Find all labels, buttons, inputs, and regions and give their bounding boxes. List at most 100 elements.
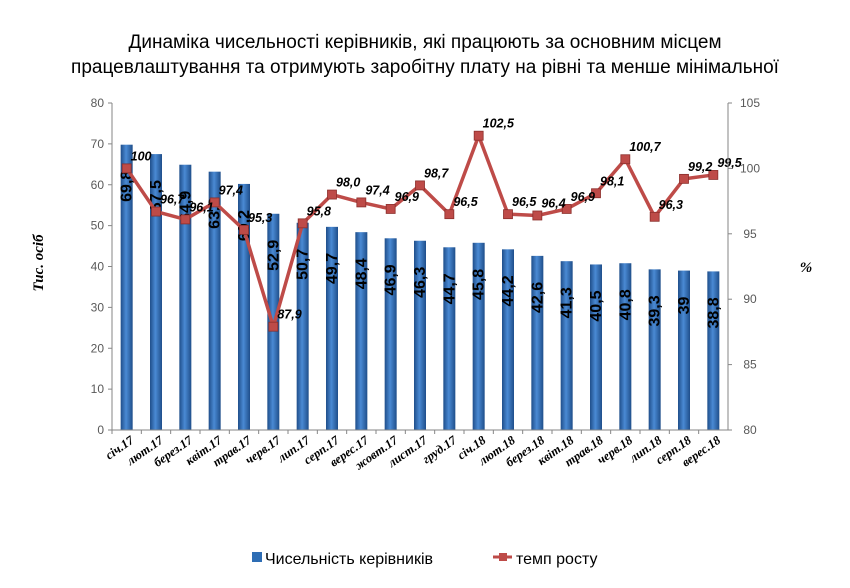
rate-marker — [620, 154, 631, 165]
rate-marker — [679, 173, 689, 184]
rate-marker — [151, 206, 161, 217]
rate-marker — [239, 224, 249, 235]
rate-value-label: 95,3 — [248, 211, 272, 225]
bar-value-label: 49,7 — [324, 253, 341, 284]
rate-value-label: 97,4 — [219, 183, 243, 197]
bar — [443, 247, 456, 430]
rate-marker — [444, 209, 455, 220]
rate-value-label: 100,7 — [629, 140, 661, 154]
rate-marker — [649, 211, 660, 222]
y-axis-label: Тис. осіб — [31, 234, 47, 292]
bar-value-label: 42,6 — [529, 282, 546, 313]
rate-marker — [503, 209, 513, 220]
y-tick-label: 70 — [91, 137, 105, 151]
rate-value-label: 96,5 — [453, 195, 478, 209]
rate-marker — [356, 197, 367, 208]
legend-bar-swatch — [252, 552, 262, 562]
rate-value-label: 97,4 — [365, 183, 389, 197]
legend-line-marker — [499, 553, 507, 561]
chart-title-line-1: Динаміка чисельності керівників, які пра… — [128, 32, 721, 53]
y-tick-label: 50 — [91, 219, 105, 233]
rate-marker — [209, 197, 220, 208]
bar — [590, 264, 602, 430]
bar — [707, 271, 720, 430]
bar — [355, 232, 368, 430]
y2-axis-label: % — [800, 260, 813, 276]
bar-value-label: 40,8 — [617, 289, 634, 320]
bar — [648, 269, 661, 430]
y2-tick-label: 85 — [743, 358, 757, 372]
bar — [296, 222, 309, 430]
bar — [472, 242, 485, 430]
y2-tick-label: 95 — [743, 227, 757, 241]
rate-value-label: 99,5 — [717, 156, 742, 170]
rate-marker — [561, 204, 572, 214]
bar — [619, 263, 632, 430]
rate-value-label: 96,4 — [541, 196, 565, 210]
line-series — [121, 130, 719, 332]
bar-value-label: 48,4 — [353, 258, 370, 289]
bar — [326, 226, 338, 430]
bar-value-label: 46,3 — [412, 267, 429, 298]
y2-tick-label: 105 — [740, 96, 760, 110]
bar — [560, 261, 573, 430]
rate-marker — [268, 321, 279, 332]
rate-value-label: 96,9 — [571, 190, 595, 204]
rate-value-label: 87,9 — [277, 308, 301, 322]
bar — [120, 144, 133, 430]
bar-value-label: 45,8 — [471, 269, 488, 300]
axes: 0 10 20 30 40 50 60 70 80 80 85 90 95 100 105 — [91, 96, 761, 437]
legend-line-label: темп росту — [516, 551, 597, 568]
bar — [150, 154, 162, 430]
rate-value-label: 100 — [131, 149, 152, 163]
y-tick-label: 60 — [91, 178, 105, 192]
y-tick-label: 10 — [91, 382, 105, 396]
rate-marker — [708, 170, 719, 180]
chart-title-line-2: працевлаштування та отримують заробітну … — [71, 57, 780, 78]
rate-value-label: 95,8 — [307, 204, 331, 218]
rate-value-label: 96,1 — [189, 200, 213, 214]
bar-value-label: 39 — [676, 296, 693, 314]
rate-value-label: 102,5 — [483, 117, 515, 131]
rate-value-label: 98,7 — [424, 166, 449, 180]
bar — [414, 240, 426, 430]
bar-value-label: 38,8 — [705, 297, 722, 328]
bar — [208, 171, 221, 431]
rate-marker — [297, 218, 308, 229]
bar — [502, 249, 514, 430]
rate-labels: 100 96,7 96,1 97,4 95,3 87,9 95,8 98,0 97,4 96,9 9… — [131, 117, 743, 322]
rate-marker — [415, 180, 425, 191]
y-tick-label: 30 — [91, 300, 105, 314]
bar-value-label: 39,3 — [647, 295, 664, 326]
y-tick-label: 0 — [97, 423, 104, 437]
y2-tick-label: 90 — [743, 292, 757, 306]
legend-bar-label: Чисельність керівників — [265, 551, 433, 568]
bar-value-label: 44,2 — [500, 275, 517, 306]
x-axis-ticks: січ.17лют.17берез.17квіт.17трав.17черв.1… — [103, 433, 724, 473]
bar-value-label: 64,9 — [177, 191, 194, 222]
legend: Чисельність керівників темп росту — [252, 551, 597, 568]
bar-value-label: 52,9 — [265, 240, 282, 271]
bar-value-label: 41,3 — [559, 287, 576, 318]
rate-marker — [121, 163, 132, 174]
y2-tick-label: 100 — [740, 161, 760, 175]
y2-tick-label: 80 — [743, 423, 757, 437]
y-tick-label: 80 — [91, 96, 105, 110]
bar-labels: 69,867,564,963,260,252,950,749,748,446,9… — [119, 171, 723, 329]
bar-value-label: 40,5 — [588, 290, 605, 321]
rate-marker — [532, 210, 543, 221]
rate-marker — [180, 214, 191, 225]
bar-value-label: 50,7 — [295, 249, 312, 280]
rate-value-label: 96,3 — [659, 198, 683, 212]
bar-series — [120, 144, 720, 431]
rate-value-label: 96,9 — [395, 190, 419, 204]
y-tick-label: 40 — [91, 260, 105, 274]
bar — [179, 164, 192, 430]
rate-value-label: 99,2 — [688, 160, 712, 174]
x-tick-label: груд.17 — [420, 433, 460, 467]
rate-value-label: 98,1 — [600, 174, 624, 188]
y-tick-label: 20 — [91, 341, 105, 355]
bar-value-label: 44,7 — [441, 273, 458, 304]
rate-marker — [327, 189, 337, 200]
